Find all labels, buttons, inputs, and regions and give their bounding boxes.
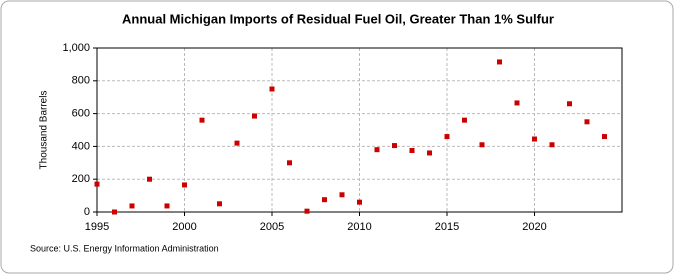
point (112, 209, 117, 215)
point (129, 203, 135, 209)
point (357, 199, 362, 205)
y-tick-label: 1,000 (62, 42, 90, 54)
y-tick-label: 0 (84, 206, 90, 218)
point (584, 119, 590, 125)
x-tick-label: 2000 (172, 221, 196, 233)
point (602, 134, 607, 140)
point (182, 182, 187, 188)
point (339, 192, 345, 198)
point (532, 136, 537, 142)
point (462, 117, 467, 123)
point (427, 150, 432, 156)
point (217, 201, 222, 207)
point (549, 142, 555, 148)
point (269, 86, 275, 92)
point (479, 142, 485, 148)
point (374, 147, 380, 153)
point (514, 100, 520, 106)
point (164, 203, 170, 209)
y-tick-label: 400 (72, 140, 90, 152)
point (287, 160, 292, 166)
point (199, 117, 205, 123)
y-tick-label: 800 (72, 75, 90, 87)
source: Source: U.S. Energy Information Administ… (30, 243, 219, 253)
point (304, 208, 310, 214)
point (322, 197, 327, 203)
y-tick-label: 600 (72, 108, 90, 120)
plot-border (96, 47, 623, 213)
point (497, 59, 502, 65)
x-tick-label: 2005 (260, 221, 284, 233)
point (147, 176, 152, 182)
x-tick-label: 2010 (347, 221, 371, 233)
point (94, 181, 100, 187)
x-tick-label: 2020 (522, 221, 546, 233)
x-tick-label: 1995 (85, 221, 109, 233)
point (567, 101, 572, 107)
point (392, 143, 397, 149)
chart-title: Annual Michigan Imports of Residual Fuel… (122, 11, 554, 26)
point (234, 140, 240, 146)
y-tick-label: 200 (72, 173, 90, 185)
point (444, 134, 450, 140)
point (409, 148, 415, 153)
point (252, 113, 257, 119)
y-axis-label: Thousand Barrels (39, 91, 50, 170)
x-tick-label: 2015 (435, 221, 459, 233)
